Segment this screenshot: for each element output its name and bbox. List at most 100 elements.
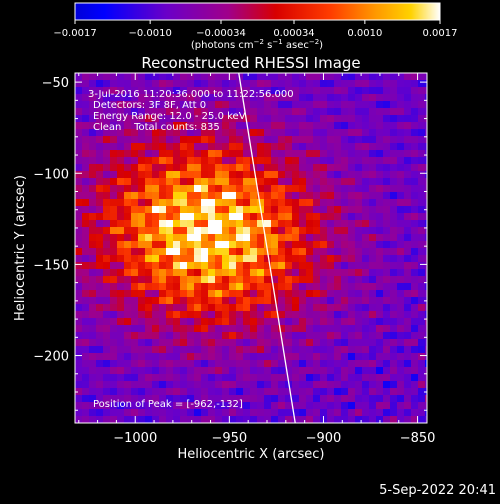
heatmap-pixel bbox=[180, 115, 188, 123]
heatmap-pixel bbox=[383, 101, 391, 109]
heatmap-pixel bbox=[320, 164, 328, 172]
heatmap-pixel bbox=[110, 157, 118, 165]
heatmap-pixel bbox=[299, 206, 307, 214]
heatmap-pixel bbox=[201, 129, 209, 137]
heatmap-pixel bbox=[355, 241, 363, 249]
heatmap-pixel bbox=[229, 164, 237, 172]
heatmap-pixel bbox=[341, 192, 349, 200]
heatmap-pixel bbox=[208, 325, 216, 333]
heatmap-pixel bbox=[271, 171, 279, 179]
heatmap-pixel bbox=[159, 241, 167, 249]
heatmap-pixel bbox=[327, 178, 335, 186]
heatmap-pixel bbox=[278, 80, 286, 88]
heatmap-pixel bbox=[369, 185, 377, 193]
heatmap-pixel bbox=[418, 367, 426, 375]
heatmap-pixel bbox=[187, 304, 195, 312]
heatmap-pixel bbox=[264, 157, 272, 165]
heatmap-pixel bbox=[89, 374, 97, 382]
heatmap-pixel bbox=[292, 220, 300, 228]
heatmap-pixel bbox=[299, 255, 307, 263]
heatmap-pixel bbox=[355, 318, 363, 326]
heatmap-pixel bbox=[117, 185, 125, 193]
heatmap-pixel bbox=[397, 129, 405, 137]
heatmap-pixel bbox=[383, 87, 391, 95]
heatmap-pixel bbox=[131, 150, 139, 158]
heatmap-pixel bbox=[208, 283, 216, 291]
heatmap-pixel bbox=[236, 94, 244, 102]
heatmap-pixel bbox=[159, 150, 167, 158]
heatmap-pixel bbox=[397, 150, 405, 158]
heatmap-pixel bbox=[222, 87, 230, 95]
heatmap-pixel bbox=[75, 143, 83, 151]
heatmap-pixel bbox=[208, 220, 216, 228]
heatmap-pixel bbox=[355, 360, 363, 368]
heatmap-pixel bbox=[278, 206, 286, 214]
heatmap-pixel bbox=[110, 339, 118, 347]
heatmap-pixel bbox=[397, 227, 405, 235]
heatmap-pixel bbox=[173, 213, 181, 221]
heatmap-pixel bbox=[215, 255, 223, 263]
heatmap-pixel bbox=[243, 360, 251, 368]
heatmap-pixel bbox=[166, 185, 174, 193]
heatmap-pixel bbox=[348, 262, 356, 270]
heatmap-pixel bbox=[362, 381, 370, 389]
heatmap-pixel bbox=[264, 108, 272, 116]
heatmap-pixel bbox=[299, 388, 307, 396]
heatmap-pixel bbox=[229, 227, 237, 235]
heatmap-pixel bbox=[313, 164, 321, 172]
heatmap-pixel bbox=[320, 269, 328, 277]
heatmap-pixel bbox=[201, 311, 209, 319]
heatmap-pixel bbox=[166, 388, 174, 396]
heatmap-pixel bbox=[404, 325, 412, 333]
heatmap-pixel bbox=[222, 227, 230, 235]
heatmap-pixel bbox=[306, 73, 314, 81]
heatmap-pixel bbox=[96, 213, 104, 221]
heatmap-pixel bbox=[411, 318, 419, 326]
heatmap-pixel bbox=[124, 290, 132, 298]
heatmap-pixel bbox=[82, 206, 90, 214]
heatmap-pixel bbox=[390, 143, 398, 151]
heatmap-pixel bbox=[117, 346, 125, 354]
heatmap-pixel bbox=[117, 80, 125, 88]
heatmap-pixel bbox=[145, 297, 153, 305]
heatmap-pixel bbox=[75, 164, 83, 172]
heatmap-pixel bbox=[96, 325, 104, 333]
heatmap-pixel bbox=[425, 220, 427, 228]
heatmap-pixel bbox=[250, 276, 258, 284]
heatmap-pixel bbox=[271, 227, 279, 235]
heatmap-pixel bbox=[257, 73, 265, 81]
heatmap-pixel bbox=[96, 192, 104, 200]
heatmap-pixel bbox=[362, 241, 370, 249]
heatmap-pixel bbox=[271, 220, 279, 228]
heatmap-pixel bbox=[376, 360, 384, 368]
heatmap-pixel bbox=[89, 381, 97, 389]
heatmap-pixel bbox=[110, 80, 118, 88]
heatmap-pixel bbox=[250, 388, 258, 396]
heatmap-pixel bbox=[320, 143, 328, 151]
heatmap-pixel bbox=[208, 129, 216, 137]
heatmap-pixel bbox=[75, 409, 83, 417]
heatmap-pixel bbox=[383, 304, 391, 312]
heatmap-pixel bbox=[145, 318, 153, 326]
heatmap-pixel bbox=[229, 395, 237, 403]
heatmap-pixel bbox=[306, 101, 314, 109]
heatmap-pixel bbox=[390, 199, 398, 207]
heatmap-pixel bbox=[208, 297, 216, 305]
heatmap-pixel bbox=[236, 346, 244, 354]
heatmap-pixel bbox=[131, 101, 139, 109]
heatmap-pixel bbox=[229, 290, 237, 298]
heatmap-pixel bbox=[411, 388, 419, 396]
heatmap-pixel bbox=[131, 402, 139, 410]
heatmap-pixel bbox=[75, 234, 83, 242]
heatmap-pixel bbox=[285, 73, 293, 81]
heatmap-pixel bbox=[236, 171, 244, 179]
heatmap-pixel bbox=[299, 360, 307, 368]
heatmap-pixel bbox=[131, 213, 139, 221]
heatmap-pixel bbox=[404, 185, 412, 193]
heatmap-pixel bbox=[320, 136, 328, 144]
heatmap-pixel bbox=[292, 262, 300, 270]
heatmap-pixel bbox=[327, 143, 335, 151]
heatmap-pixel bbox=[96, 150, 104, 158]
heatmap-pixel bbox=[89, 213, 97, 221]
heatmap-pixel bbox=[341, 220, 349, 228]
